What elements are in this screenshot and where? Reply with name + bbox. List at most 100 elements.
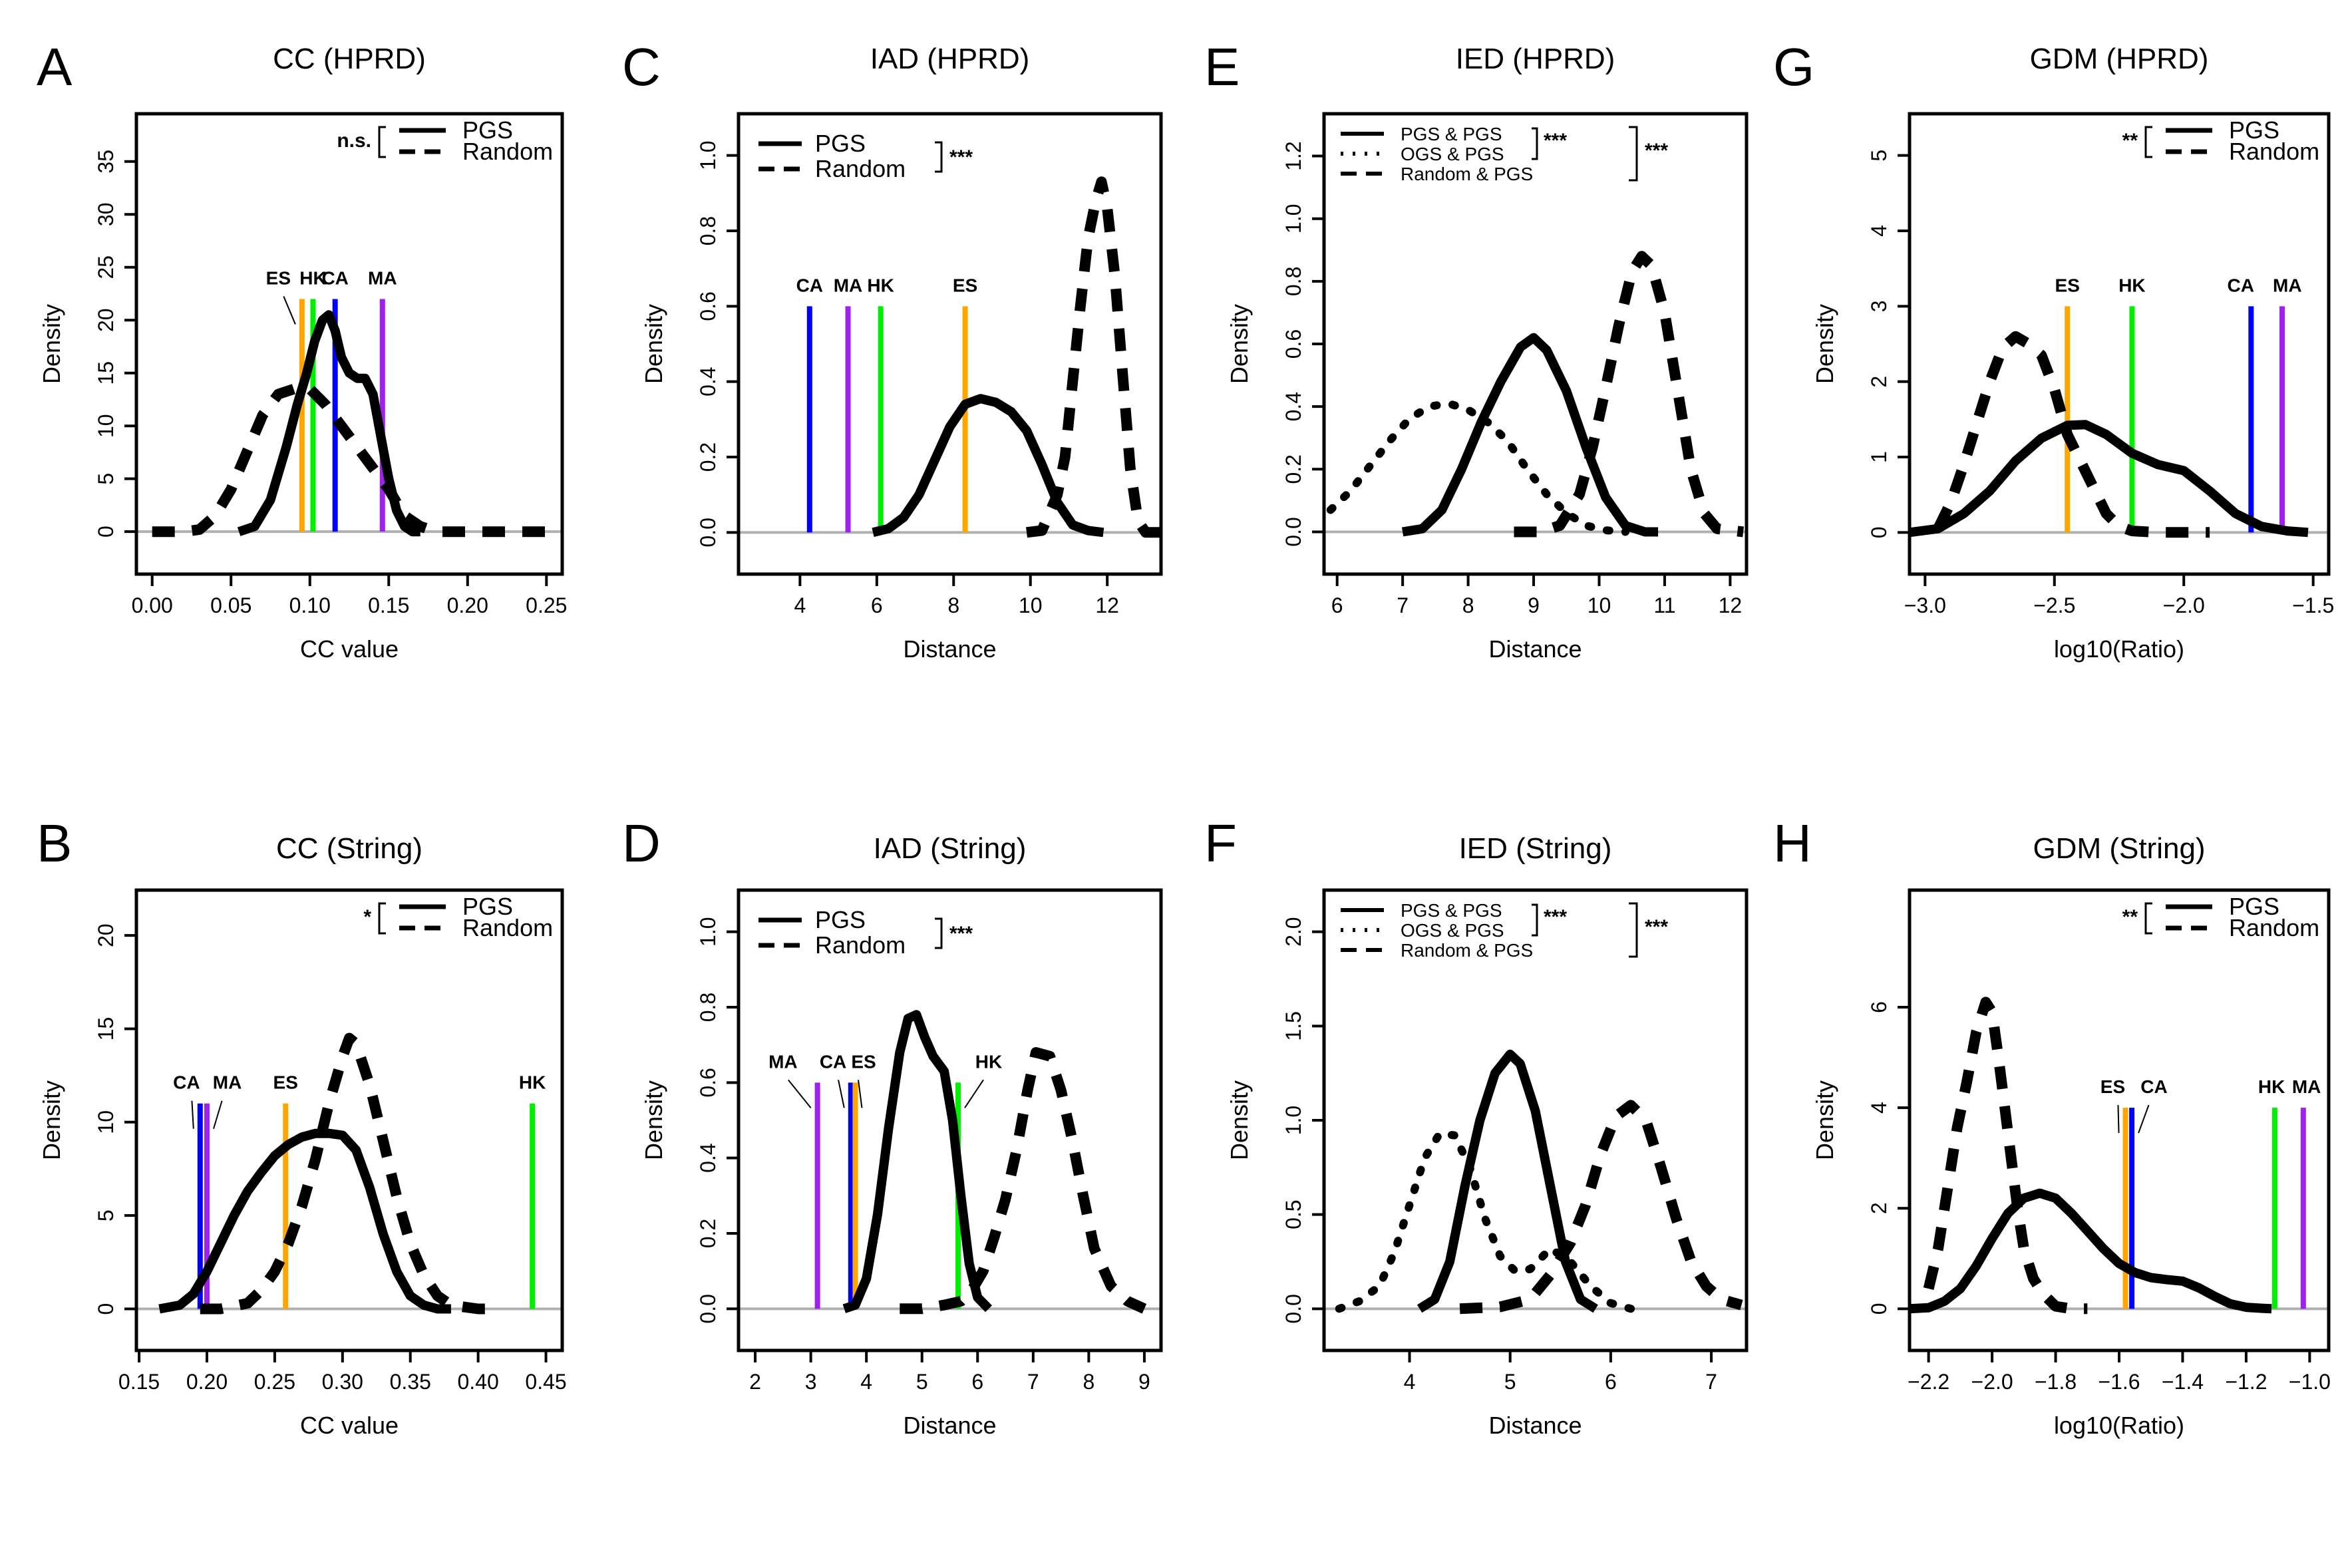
leader-line <box>838 1080 845 1108</box>
chart-title: IAD (HPRD) <box>870 43 1030 75</box>
panel-letter: C <box>622 37 661 96</box>
legend-label: PGS & PGS <box>1401 124 1502 144</box>
x-tick-label: 6 <box>971 1370 983 1394</box>
significance-bracket <box>2144 902 2152 935</box>
x-tick-label: 5 <box>1504 1370 1516 1394</box>
x-tick-label: −1.2 <box>2225 1370 2267 1394</box>
marker-label: MA <box>368 267 397 288</box>
chart-title: IED (HPRD) <box>1456 43 1615 75</box>
y-tick-label: 0.8 <box>696 993 720 1022</box>
y-tick-label: 0 <box>1867 526 1891 538</box>
series-line-random <box>152 383 562 538</box>
legend-label: PGS <box>815 906 866 933</box>
legend-label: PGS <box>462 893 513 920</box>
y-tick-label: 1.2 <box>1281 141 1305 170</box>
legend-label: PGS <box>462 116 513 144</box>
significance-outer: *** <box>1645 140 1668 162</box>
marker-label: CA <box>321 267 348 288</box>
legend-label: Random <box>2229 914 2319 941</box>
x-tick-label: 0.35 <box>390 1370 431 1394</box>
marker-label: HK <box>867 275 894 295</box>
x-axis-label: Distance <box>1488 635 1582 663</box>
y-tick-label: 4 <box>1867 1102 1891 1114</box>
y-tick-label: 0.6 <box>1281 329 1305 359</box>
y-tick-label: 4 <box>1867 225 1891 237</box>
series-line-pgs <box>1909 1188 2272 1314</box>
marker-label: CA <box>820 1051 846 1072</box>
plot-frame <box>134 112 564 576</box>
y-tick-label: 0.5 <box>1281 1199 1305 1229</box>
significance-bracket <box>935 141 943 173</box>
x-tick-label: 8 <box>1083 1370 1094 1394</box>
y-tick-label: 2.0 <box>1281 917 1305 946</box>
legend-label: Random & PGS <box>1401 164 1533 184</box>
y-tick-label: 10 <box>94 1110 118 1134</box>
legend-label: PGS & PGS <box>1401 900 1502 921</box>
marker-label: CA <box>2228 275 2254 295</box>
x-axis-label: Distance <box>903 635 996 663</box>
y-tick-label: 0.6 <box>696 1068 720 1097</box>
legend-label: OGS & PGS <box>1401 144 1504 164</box>
legend-label: Random <box>462 914 553 941</box>
y-tick-label: 1.0 <box>696 917 720 946</box>
chart-title: GDM (String) <box>2033 832 2205 865</box>
panel-f: F IED (String) 4 5 6 7 Distance 0.0 0.5 1.0 1.5 2.0… <box>1204 814 1749 1439</box>
y-tick-label: 0.4 <box>1281 392 1305 421</box>
x-tick-label: 10 <box>1588 593 1611 617</box>
marker-label: CA <box>173 1072 200 1093</box>
x-tick-label: 0.25 <box>254 1370 295 1394</box>
marker-label: ES <box>273 1072 298 1093</box>
significance-bracket <box>1629 126 1638 182</box>
x-tick-label: −2.2 <box>1908 1370 1949 1394</box>
leader-line <box>858 1080 863 1108</box>
series-line-random <box>1026 176 1161 538</box>
y-axis-label: Density <box>1226 304 1253 384</box>
x-tick-label: 0.20 <box>447 593 488 617</box>
series-line-pgs-pgs <box>1417 1049 1598 1313</box>
y-tick-label: 20 <box>94 923 118 947</box>
x-axis-label: CC value <box>300 1412 399 1439</box>
significance-label: ** <box>2122 130 2138 152</box>
marker-label: HK <box>975 1051 1002 1072</box>
y-axis-label: Density <box>640 1080 667 1160</box>
y-tick-label: 2 <box>1867 376 1891 388</box>
x-tick-label: −2.0 <box>1971 1370 2013 1394</box>
marker-label: HK <box>299 267 326 288</box>
panel-letter: G <box>1773 37 1814 96</box>
x-axis-label: log10(Ratio) <box>2054 635 2184 663</box>
chart-title: IED (String) <box>1459 832 1612 865</box>
y-axis-label: Density <box>1226 1080 1253 1160</box>
legend-label: Random & PGS <box>1401 940 1533 961</box>
y-tick-label: 1 <box>1867 451 1891 463</box>
x-tick-label: 12 <box>1095 593 1119 617</box>
y-tick-label: 5 <box>94 473 118 485</box>
y-tick-label: 10 <box>94 414 118 438</box>
series-line-random <box>1923 997 2088 1315</box>
x-tick-label: 0.05 <box>210 593 251 617</box>
x-tick-label: 10 <box>1019 593 1043 617</box>
y-tick-label: 0 <box>1867 1303 1891 1315</box>
panel-letter: B <box>37 814 72 873</box>
series-line-random <box>200 1032 485 1315</box>
x-tick-label: −2.0 <box>2163 593 2205 617</box>
y-tick-label: 1.0 <box>696 140 720 170</box>
legend-label: Random <box>815 155 906 182</box>
significance-inner: *** <box>1544 130 1567 152</box>
legend-label: Random <box>462 138 553 165</box>
marker-label: HK <box>2118 275 2145 295</box>
x-tick-label: −1.0 <box>2289 1370 2331 1394</box>
significance-bracket <box>2144 126 2152 158</box>
significance-label: * <box>363 906 371 928</box>
x-tick-label: 0.00 <box>132 593 173 617</box>
y-tick-label: 2 <box>1867 1202 1891 1214</box>
x-tick-label: 4 <box>860 1370 872 1394</box>
panel-h: H GDM (String) ES CA HK MA −2.2 −2.0 −1.8 −1.6 −1.… <box>1773 814 2331 1439</box>
y-tick-label: 0.4 <box>696 1143 720 1172</box>
x-tick-label: 0.25 <box>526 593 567 617</box>
x-tick-label: 0.40 <box>457 1370 498 1394</box>
y-tick-label: 1.0 <box>1281 204 1305 233</box>
